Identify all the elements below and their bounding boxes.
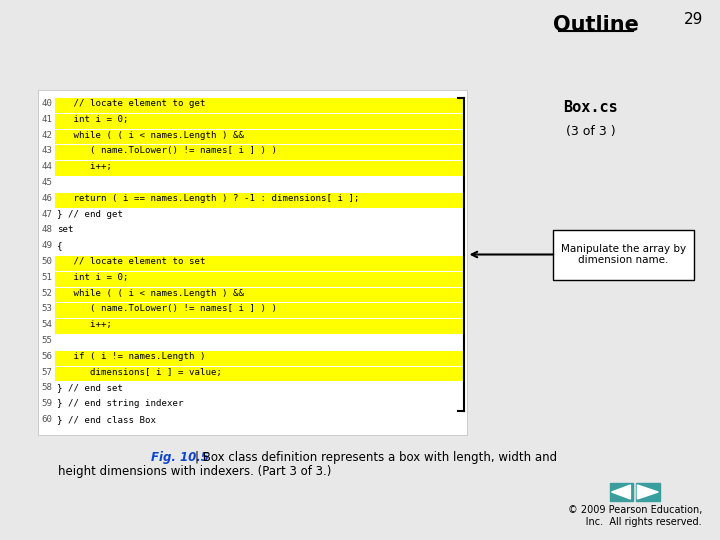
FancyBboxPatch shape — [55, 161, 464, 176]
Text: 58: 58 — [42, 383, 53, 393]
Text: © 2009 Pearson Education,
     Inc.  All rights reserved.: © 2009 Pearson Education, Inc. All right… — [568, 505, 703, 526]
Text: height dimensions with indexers. (Part 3 of 3.): height dimensions with indexers. (Part 3… — [58, 465, 331, 478]
Text: 49: 49 — [42, 241, 53, 250]
FancyBboxPatch shape — [55, 193, 464, 207]
Text: 41: 41 — [42, 115, 53, 124]
Text: // locate element to get: // locate element to get — [57, 99, 205, 108]
Text: if ( i != names.Length ): if ( i != names.Length ) — [57, 352, 205, 361]
Text: } // end class Box: } // end class Box — [57, 415, 156, 424]
Text: 56: 56 — [42, 352, 53, 361]
Polygon shape — [637, 485, 658, 499]
FancyBboxPatch shape — [553, 230, 694, 280]
Text: Box.cs: Box.cs — [563, 100, 618, 116]
Text: 44: 44 — [42, 162, 53, 171]
Text: (3 of 3 ): (3 of 3 ) — [566, 125, 616, 138]
Text: 40: 40 — [42, 99, 53, 108]
Text: Outline: Outline — [553, 15, 639, 35]
Text: while ( ( i < names.Length ) &&: while ( ( i < names.Length ) && — [57, 131, 243, 140]
Polygon shape — [611, 485, 631, 499]
Text: {: { — [57, 241, 62, 250]
FancyBboxPatch shape — [55, 98, 464, 113]
FancyBboxPatch shape — [636, 483, 660, 501]
Text: 46: 46 — [42, 194, 53, 203]
Text: 50: 50 — [42, 257, 53, 266]
Text: } // end string indexer: } // end string indexer — [57, 399, 183, 408]
Text: | Box class definition represents a box with length, width and: | Box class definition represents a box … — [194, 451, 557, 464]
Text: 47: 47 — [42, 210, 53, 219]
FancyBboxPatch shape — [55, 303, 464, 318]
Text: i++;: i++; — [57, 320, 112, 329]
FancyBboxPatch shape — [55, 130, 464, 144]
Text: ( name.ToLower() != names[ i ] ) ): ( name.ToLower() != names[ i ] ) ) — [57, 305, 276, 313]
Text: ( name.ToLower() != names[ i ] ) ): ( name.ToLower() != names[ i ] ) ) — [57, 146, 276, 156]
Text: 52: 52 — [42, 288, 53, 298]
Text: 60: 60 — [42, 415, 53, 424]
Text: Manipulate the array by
dimension name.: Manipulate the array by dimension name. — [561, 244, 686, 265]
Text: return ( i == names.Length ) ? -1 : dimensions[ i ];: return ( i == names.Length ) ? -1 : dime… — [57, 194, 359, 203]
Text: 53: 53 — [42, 305, 53, 313]
FancyBboxPatch shape — [55, 256, 464, 271]
Text: } // end set: } // end set — [57, 383, 122, 393]
Text: 54: 54 — [42, 320, 53, 329]
Text: while ( ( i < names.Length ) &&: while ( ( i < names.Length ) && — [57, 288, 243, 298]
Text: int i = 0;: int i = 0; — [57, 273, 128, 282]
FancyBboxPatch shape — [37, 90, 467, 435]
Text: set: set — [57, 225, 73, 234]
FancyBboxPatch shape — [55, 288, 464, 302]
FancyBboxPatch shape — [610, 483, 634, 501]
Text: } // end get: } // end get — [57, 210, 122, 219]
Text: 57: 57 — [42, 368, 53, 376]
Text: i++;: i++; — [57, 162, 112, 171]
Text: int i = 0;: int i = 0; — [57, 115, 128, 124]
Text: 59: 59 — [42, 399, 53, 408]
FancyBboxPatch shape — [55, 114, 464, 129]
FancyBboxPatch shape — [55, 145, 464, 160]
Text: 51: 51 — [42, 273, 53, 282]
Text: 48: 48 — [42, 225, 53, 234]
FancyBboxPatch shape — [55, 272, 464, 287]
Text: dimensions[ i ] = value;: dimensions[ i ] = value; — [57, 368, 222, 376]
Text: 43: 43 — [42, 146, 53, 156]
Text: Fig. 10.5: Fig. 10.5 — [151, 451, 209, 464]
FancyBboxPatch shape — [55, 367, 464, 381]
Text: 55: 55 — [42, 336, 53, 345]
Text: 42: 42 — [42, 131, 53, 140]
Text: 29: 29 — [683, 12, 703, 28]
Text: 45: 45 — [42, 178, 53, 187]
Text: // locate element to set: // locate element to set — [57, 257, 205, 266]
FancyBboxPatch shape — [55, 351, 464, 366]
FancyBboxPatch shape — [55, 319, 464, 334]
